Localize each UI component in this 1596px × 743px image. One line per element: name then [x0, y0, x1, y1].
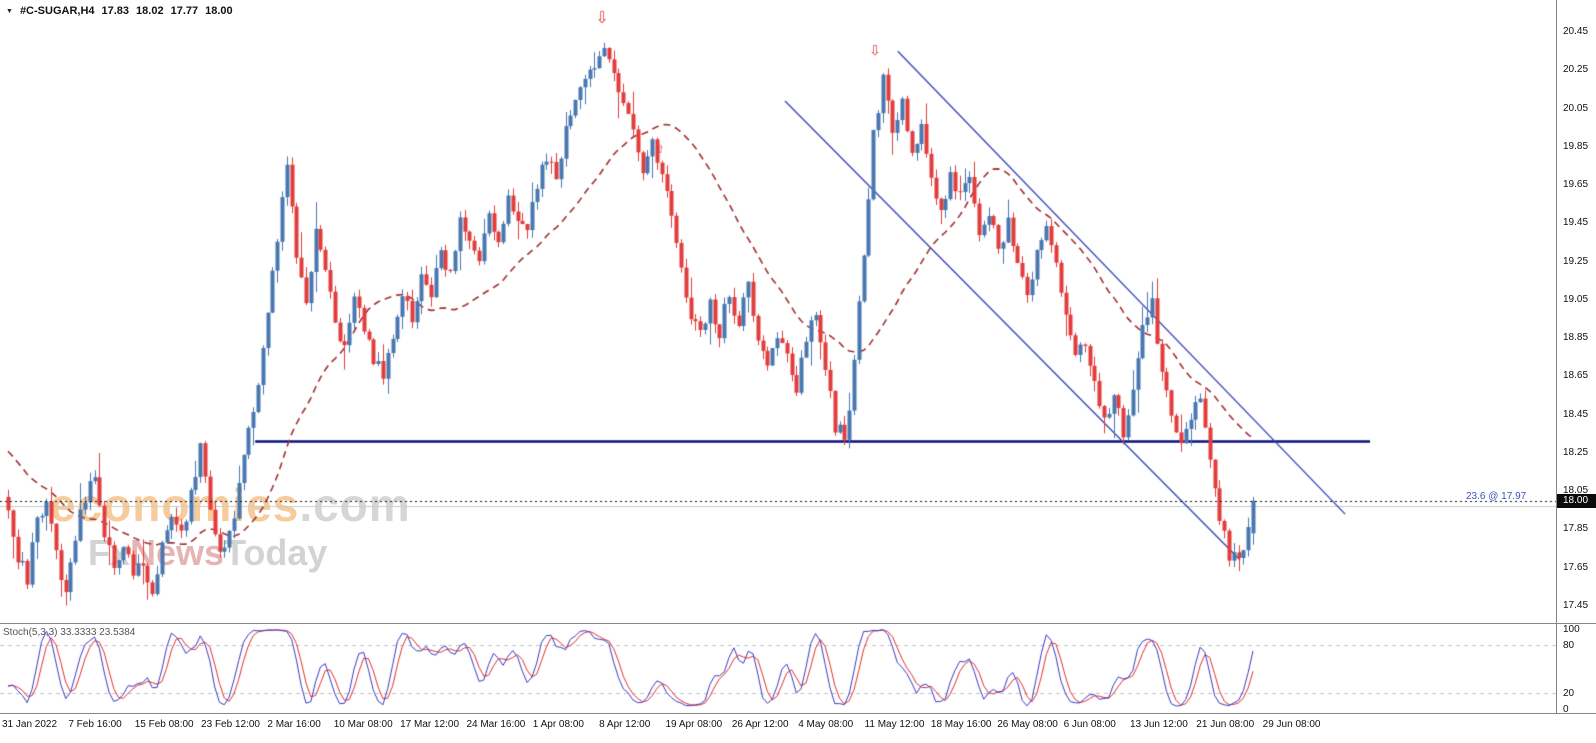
indicator-axis: 100 80 20 0 — [1557, 623, 1596, 715]
price-axis-label: 19.05 — [1563, 293, 1589, 305]
time-axis-label: 2 Mar 16:00 — [267, 719, 321, 730]
time-axis-label: 7 Feb 16:00 — [68, 719, 122, 730]
price-axis: 18.00 20.45 20.25 20.05 19.85 19.65 19.45 19.2… — [1557, 0, 1596, 622]
time-axis-label: 15 Feb 08:00 — [134, 719, 194, 730]
time-axis-label: 11 May 12:00 — [864, 719, 925, 730]
price-axis-label: 20.45 — [1563, 26, 1589, 38]
current-price-badge: 18.00 — [1557, 494, 1596, 508]
price-axis-label: 19.65 — [1563, 179, 1589, 191]
price-chart-canvas[interactable] — [0, 0, 1556, 622]
dropdown-arrow-icon[interactable]: ▼ — [6, 7, 13, 15]
quote-low: 17.77 — [170, 5, 199, 17]
price-axis-label: 18.65 — [1563, 370, 1589, 382]
time-axis-label: 31 Jan 2022 — [2, 719, 58, 730]
time-axis-label: 4 May 08:00 — [798, 719, 854, 730]
price-axis-label: 18.05 — [1563, 485, 1589, 497]
price-chart-area[interactable]: economies.com FxNewsToday ▼ #C-SUGAR,H4 … — [0, 0, 1556, 622]
time-axis-label: 17 Mar 12:00 — [400, 719, 460, 730]
time-axis-label: 23 Feb 12:00 — [201, 719, 260, 730]
stochastic-panel[interactable]: Stoch(5,3,3) 33.3333 23.5384 — [0, 623, 1556, 714]
axis-divider-line — [1556, 0, 1557, 713]
price-axis-label: 20.25 — [1563, 64, 1589, 76]
price-axis-label: 18.25 — [1563, 446, 1589, 458]
price-axis-label: 18.85 — [1563, 332, 1589, 344]
indicator-axis-label: 0 — [1563, 704, 1569, 715]
time-axis-label: 19 Apr 08:00 — [665, 719, 723, 730]
price-axis-label: 19.45 — [1563, 217, 1589, 229]
price-axis-label: 17.85 — [1563, 523, 1589, 535]
price-axis-label: 19.25 — [1563, 255, 1589, 267]
time-axis-label: 13 Jun 12:00 — [1129, 719, 1188, 730]
price-axis-label: 17.45 — [1563, 599, 1589, 611]
time-axis-label: 26 May 08:00 — [997, 719, 1058, 730]
time-axis-label: 8 Apr 12:00 — [599, 719, 651, 730]
indicator-axis-label: 20 — [1563, 688, 1575, 699]
indicator-label: Stoch(5,3,3) 33.3333 23.5384 — [3, 627, 136, 638]
indicator-axis-label: 100 — [1563, 624, 1580, 635]
price-axis-label: 20.05 — [1563, 102, 1589, 114]
price-axis-label: 19.85 — [1563, 140, 1589, 152]
symbol-quote-bar: ▼ #C-SUGAR,H4 17.83 18.02 17.77 18.00 — [6, 5, 233, 17]
stochastic-canvas[interactable] — [0, 625, 1556, 714]
price-axis-label: 18.45 — [1563, 408, 1589, 420]
symbol-name: #C-SUGAR,H4 — [19, 5, 95, 17]
time-axis-label: 10 Mar 08:00 — [333, 719, 393, 730]
time-axis-label: 21 Jun 08:00 — [1196, 719, 1255, 730]
quote-open: 17.83 — [101, 5, 130, 17]
indicator-axis-label: 80 — [1563, 640, 1575, 651]
time-axis-label: 26 Apr 12:00 — [731, 719, 789, 730]
price-axis-label: 17.65 — [1563, 561, 1589, 573]
time-axis-label: 1 Apr 08:00 — [532, 719, 584, 730]
fib-level-label: 23.6 @ 17.97 — [1466, 491, 1527, 502]
time-axis: 31 Jan 2022 7 Feb 16:00 15 Feb 08:00 23 Feb… — [0, 713, 1596, 743]
time-axis-label: 29 Jun 08:00 — [1262, 719, 1321, 730]
quote-high: 18.02 — [136, 5, 164, 17]
time-axis-label: 24 Mar 16:00 — [466, 719, 526, 730]
time-axis-label: 18 May 16:00 — [930, 719, 992, 730]
time-axis-label: 6 Jun 08:00 — [1063, 719, 1116, 730]
quote-close: 18.00 — [205, 5, 233, 17]
